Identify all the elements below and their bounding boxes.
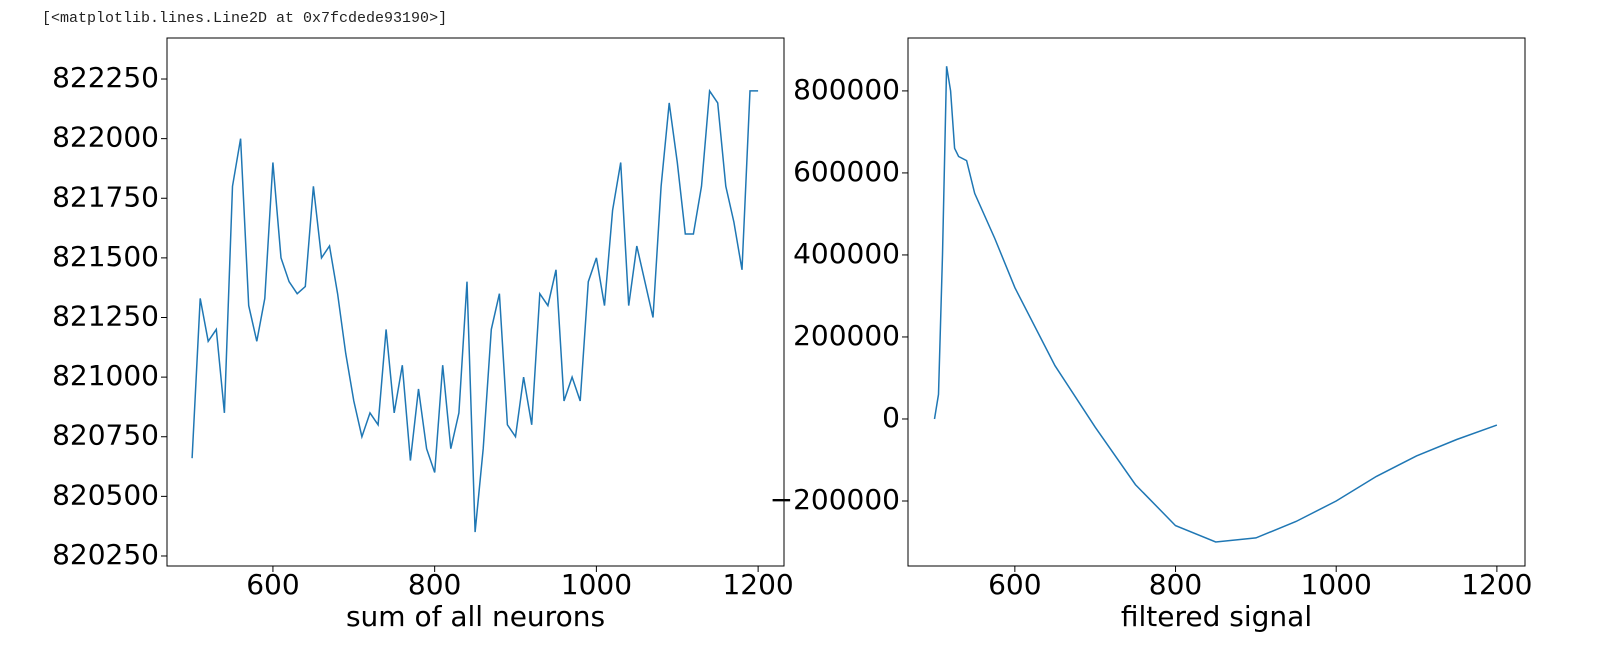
x-tick-label: 600 [246,568,299,601]
y-tick-label: 821250 [52,300,159,333]
x-axis-label: filtered signal [1121,600,1312,633]
data-line [933,66,1498,543]
y-tick-label: 821000 [52,359,159,392]
y-tick-label: 822250 [52,61,159,94]
x-tick-label: 800 [1149,568,1202,601]
x-tick-label: 1200 [1461,568,1532,601]
y-tick-label: 0 [882,401,900,434]
x-tick-label: 1000 [561,568,632,601]
y-tick-label: 800000 [793,73,900,106]
x-axis-label: sum of all neurons [346,600,605,633]
data-line [191,88,759,533]
y-tick-label: 821500 [52,240,159,273]
y-tick-label: 820250 [52,538,159,571]
plot-frame [166,37,785,567]
y-tick-label: 200000 [793,319,900,352]
y-tick-label: 820750 [52,419,159,452]
output-text: [<matplotlib.lines.Line2D at 0x7fcdede93… [42,10,448,27]
y-tick-label: −200000 [770,483,900,516]
y-tick-label: 822000 [52,121,159,154]
x-tick-label: 600 [988,568,1041,601]
x-tick-label: 800 [408,568,461,601]
y-tick-label: 820500 [52,478,159,511]
y-tick-label: 821750 [52,180,159,213]
y-tick-label: 600000 [793,155,900,188]
x-tick-label: 1000 [1301,568,1372,601]
y-tick-label: 400000 [793,237,900,270]
x-tick-label: 1200 [722,568,793,601]
plot-frame [907,37,1526,567]
